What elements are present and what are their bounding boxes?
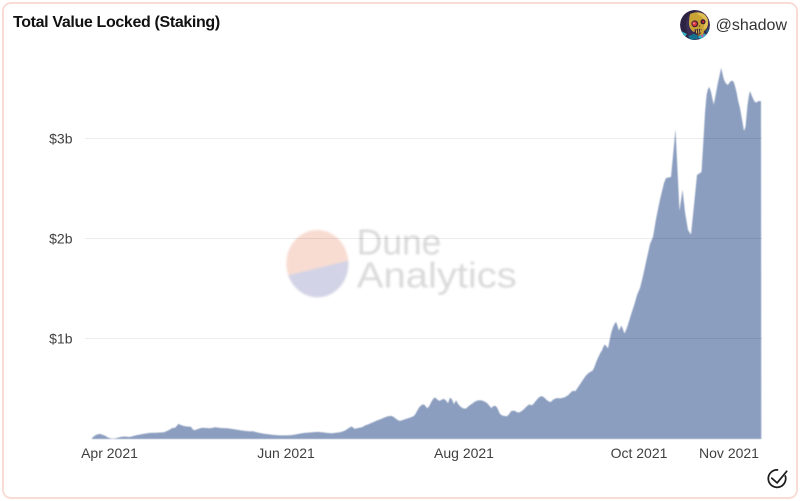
svg-text:Dune: Dune xyxy=(357,222,442,263)
svg-text:Apr 2021: Apr 2021 xyxy=(81,445,138,461)
svg-text:$2b: $2b xyxy=(49,231,73,247)
svg-text:$3b: $3b xyxy=(49,130,73,146)
svg-text:Analytics: Analytics xyxy=(357,255,517,296)
svg-text:Nov 2021: Nov 2021 xyxy=(699,445,759,461)
svg-text:$1b: $1b xyxy=(49,331,73,347)
svg-text:Aug 2021: Aug 2021 xyxy=(434,445,494,461)
svg-text:Jun 2021: Jun 2021 xyxy=(257,445,315,461)
svg-text:Oct 2021: Oct 2021 xyxy=(611,445,668,461)
